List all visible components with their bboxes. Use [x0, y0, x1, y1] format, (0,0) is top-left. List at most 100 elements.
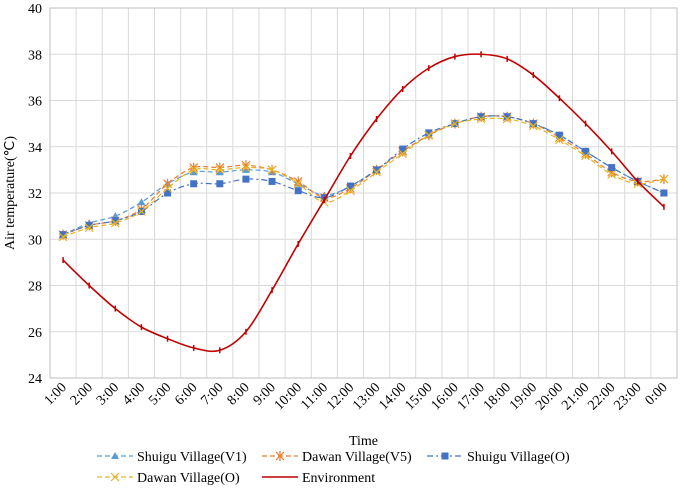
- x-axis-ticks: 1:002:003:004:005:006:007:008:009:0010:0…: [42, 380, 671, 413]
- data-point: [660, 189, 668, 197]
- data-point: [268, 177, 276, 185]
- data-point: [215, 165, 225, 175]
- legend-label: Shuigu Village(O): [467, 450, 570, 465]
- y-tick-label: 28: [28, 280, 42, 295]
- x-tick-label: 23:00: [611, 380, 644, 413]
- data-point: [528, 121, 538, 131]
- data-point: [581, 151, 590, 161]
- x-tick-label: 5:00: [146, 380, 174, 408]
- y-tick-label: 26: [28, 326, 42, 341]
- data-point: [84, 223, 94, 233]
- y-tick-label: 36: [28, 95, 42, 110]
- legend-marker: [111, 452, 119, 459]
- data-point: [111, 217, 119, 225]
- data-point: [477, 113, 485, 121]
- x-tick-label: 20:00: [533, 380, 566, 413]
- grid-lines: [49, 7, 678, 379]
- data-point: [242, 175, 250, 183]
- data-point: [163, 178, 172, 189]
- data-point: [85, 221, 93, 229]
- x-tick-label: 7:00: [198, 380, 226, 408]
- data-point: [476, 114, 486, 124]
- x-tick-label: 3:00: [94, 380, 122, 408]
- x-tick-label: 8:00: [225, 380, 253, 408]
- x-tick-label: 13:00: [350, 380, 383, 413]
- series-line: [62, 53, 665, 353]
- y-tick-label: 38: [28, 48, 42, 63]
- data-point: [59, 231, 67, 239]
- data-point: [555, 135, 564, 145]
- x-tick-label: 11:00: [298, 380, 331, 413]
- data-point: [582, 147, 590, 155]
- data-point: [293, 176, 303, 187]
- x-tick-label: 10:00: [272, 380, 305, 413]
- data-point: [190, 180, 198, 188]
- series-environment: [62, 51, 665, 354]
- y-tick-label: 24: [28, 372, 42, 387]
- legend-label: Shuigu Village(V1): [137, 450, 247, 465]
- data-point: [216, 180, 224, 188]
- x-tick-label: 15:00: [402, 380, 435, 413]
- y-axis-title: Air temperature(℃): [3, 136, 18, 250]
- series-layer: [58, 51, 669, 354]
- data-point: [346, 186, 355, 196]
- x-tick-label: 16:00: [429, 380, 462, 413]
- data-point: [502, 114, 512, 124]
- x-tick-label: 14:00: [376, 380, 409, 413]
- x-tick-label: 0:00: [643, 380, 671, 408]
- data-point: [425, 129, 433, 137]
- x-tick-label: 12:00: [324, 380, 357, 413]
- data-point: [110, 218, 120, 228]
- data-point: [189, 165, 199, 175]
- x-tick-label: 19:00: [507, 380, 540, 413]
- data-point: [450, 119, 460, 129]
- data-point: [137, 198, 146, 206]
- data-point: [346, 182, 354, 190]
- series-dawan-village-o: [58, 114, 669, 242]
- data-point: [399, 145, 407, 153]
- data-point: [373, 166, 381, 174]
- data-point: [241, 160, 251, 171]
- data-point: [241, 163, 251, 172]
- x-axis-title: Time: [349, 434, 378, 449]
- data-point: [608, 164, 616, 172]
- legend-label: Dawan Village(V5): [302, 450, 412, 465]
- data-point: [137, 207, 146, 216]
- legend: Shuigu Village(V1) Dawan Village(V5) Shuig…: [97, 450, 570, 486]
- data-point: [58, 232, 68, 242]
- x-tick-label: 2:00: [68, 380, 96, 408]
- data-point: [372, 167, 381, 177]
- data-point: [555, 131, 563, 139]
- plot-area-frame: [49, 7, 678, 379]
- legend-item: Shuigu Village(O): [427, 450, 570, 465]
- x-tick-label: 4:00: [120, 380, 148, 408]
- data-point: [189, 162, 199, 173]
- legend-label: Dawan Village(O): [137, 471, 240, 486]
- legend-label: Environment: [302, 471, 375, 486]
- data-point: [294, 187, 302, 195]
- y-tick-label: 40: [28, 2, 42, 17]
- legend-marker: [110, 472, 120, 482]
- legend-item: Environment: [262, 471, 375, 486]
- y-axis-ticks: 24 26 28 30 32 34 36 38 40: [28, 2, 42, 387]
- x-tick-label: 6:00: [172, 380, 200, 408]
- legend-marker: [441, 452, 449, 460]
- data-point: [607, 170, 617, 179]
- data-point: [163, 183, 172, 193]
- data-point: [293, 179, 303, 189]
- x-tick-label: 22:00: [585, 380, 618, 413]
- legend-item: Dawan Village(V5): [262, 450, 412, 465]
- x-tick-label: 1:00: [42, 380, 70, 408]
- y-tick-label: 34: [28, 141, 42, 156]
- y-tick-label: 30: [28, 233, 42, 248]
- y-tick-label: 32: [28, 187, 42, 202]
- legend-item: Shuigu Village(V1): [97, 450, 247, 465]
- x-tick-label: 18:00: [481, 380, 514, 413]
- data-point: [424, 130, 434, 140]
- legend-marker: [275, 451, 285, 461]
- data-point: [529, 120, 537, 128]
- data-point: [267, 165, 277, 175]
- x-tick-label: 21:00: [559, 380, 592, 413]
- data-point: [398, 149, 408, 159]
